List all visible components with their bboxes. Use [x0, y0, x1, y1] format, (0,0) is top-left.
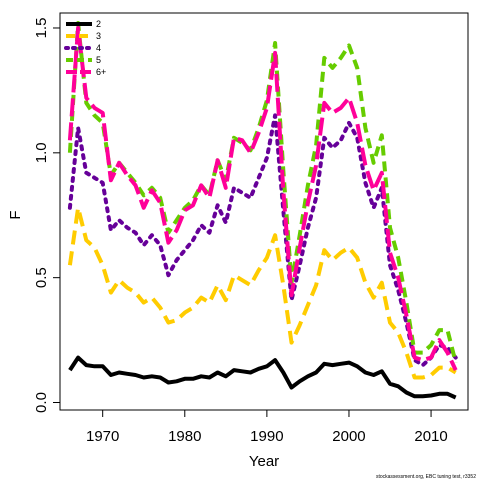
y-tick-label-0: 0.0	[33, 392, 50, 413]
x-tick-label-1990: 1990	[250, 428, 283, 445]
axes-layer: 1970 1980 1990 2000 2010 0.0 0.5 1.0 1.5	[33, 18, 448, 445]
credit-text: stockassessment.org, EBC tuning test, r3…	[376, 474, 476, 480]
legend-label-4: 4	[96, 43, 101, 53]
y-tick-label-1.5: 1.5	[33, 18, 50, 39]
x-tick-label-2010: 2010	[414, 428, 447, 445]
legend-label-3: 3	[96, 31, 101, 41]
series-line-4	[67, 113, 458, 368]
x-tick-label-2000: 2000	[332, 428, 365, 445]
x-tick-label-1980: 1980	[168, 428, 201, 445]
x-tick-label-1970: 1970	[86, 428, 119, 445]
legend: 2 3 4 5 6+	[64, 19, 106, 77]
series-line-5	[67, 21, 458, 364]
y-tick-label-0.5: 0.5	[33, 267, 50, 288]
y-axis-title: F	[7, 210, 24, 219]
plot-frame	[59, 12, 469, 411]
x-axis-title: Year	[249, 453, 279, 470]
legend-label-6plus: 6+	[96, 67, 106, 77]
series-line-2	[68, 355, 457, 400]
legend-label-2: 2	[96, 19, 101, 29]
series-line-3	[67, 205, 457, 380]
series-layer	[67, 21, 458, 400]
y-tick-label-1: 1.0	[33, 142, 50, 163]
series-line-6plus	[67, 26, 458, 371]
legend-label-5: 5	[96, 55, 101, 65]
